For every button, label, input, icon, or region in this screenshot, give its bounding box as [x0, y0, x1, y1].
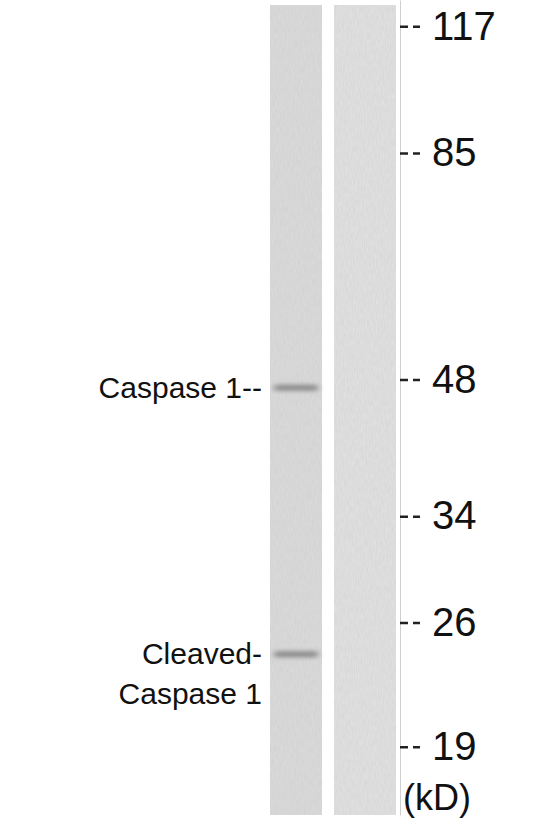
tick: 85: [400, 130, 477, 174]
lanes: [270, 5, 396, 815]
tick-mark: [400, 746, 420, 749]
band-labels: Caspase 1-- Cleaved- Caspase 1: [99, 371, 262, 710]
tick-label: 85: [432, 130, 477, 174]
tick-label: 34: [432, 493, 477, 537]
tick-label: 48: [432, 357, 477, 401]
tick-mark: [400, 379, 420, 382]
band: [274, 651, 318, 657]
tick: 117: [400, 4, 496, 48]
tick-label: 117: [432, 4, 496, 48]
lane: [270, 5, 322, 815]
tick: 34: [400, 493, 477, 537]
tick-label: 19: [432, 724, 477, 768]
tick: 19: [400, 724, 477, 768]
tick-mark: [400, 622, 420, 625]
axis-line: [400, 1, 401, 816]
band-label: Caspase 1--: [99, 371, 262, 404]
tick: 48: [400, 357, 477, 401]
lane-texture: [270, 5, 322, 815]
band-label: Cleaved-: [142, 637, 262, 670]
band: [274, 385, 318, 391]
y-axis: 117 85 48 34 26 19: [400, 1, 496, 816]
tick-mark: [400, 515, 420, 518]
tick-mark: [400, 152, 420, 155]
tick-mark: [400, 25, 420, 28]
lane: [334, 5, 396, 815]
figure: Caspase 1--Cleaved-Caspase 1117854834261…: [0, 0, 541, 828]
lane-texture: [334, 5, 396, 815]
tick-label: 26: [432, 600, 477, 644]
bands: [274, 385, 318, 657]
axis-title: (kD): [403, 777, 471, 818]
tick: 26: [400, 600, 477, 644]
band-label: Caspase 1: [119, 677, 262, 710]
